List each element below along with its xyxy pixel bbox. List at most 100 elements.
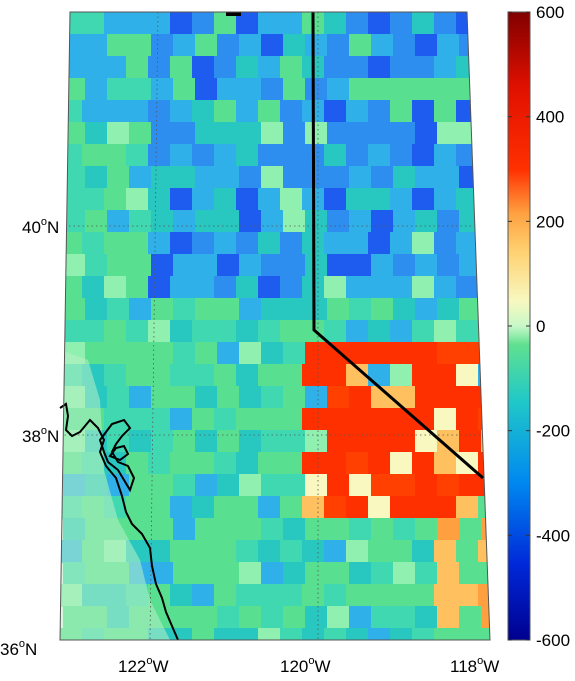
- data-cell: [412, 320, 435, 343]
- data-cell: [478, 232, 490, 255]
- data-cell: [126, 364, 149, 387]
- data-cell: [63, 210, 86, 233]
- data-cell: [170, 232, 193, 255]
- data-cell: [327, 78, 350, 101]
- data-cell: [324, 452, 347, 475]
- data-cell: [129, 122, 152, 145]
- data-cell: [173, 166, 196, 189]
- data-cell: [346, 188, 369, 211]
- coastline: [59, 402, 179, 641]
- data-cell: [170, 276, 193, 299]
- data-cell: [107, 210, 130, 233]
- data-cell: [148, 276, 171, 299]
- data-cell: [280, 100, 303, 123]
- data-cell: [148, 56, 171, 79]
- data-cell: [82, 144, 105, 167]
- data-cell: [261, 562, 284, 585]
- data-cell: [327, 34, 350, 57]
- data-cell: [368, 364, 391, 387]
- data-cell: [371, 254, 394, 277]
- data-cell: [195, 650, 218, 673]
- data-cell: [126, 100, 149, 123]
- data-cell: [148, 584, 171, 607]
- data-cell: [214, 496, 237, 519]
- data-cell: [283, 298, 306, 321]
- data-cell: [415, 430, 438, 453]
- data-cell: [324, 56, 347, 79]
- data-cell: [217, 430, 240, 453]
- map-panel: [59, 11, 491, 673]
- data-cell: [214, 100, 237, 123]
- data-cell: [456, 320, 479, 343]
- data-cell: [173, 210, 196, 233]
- data-cell: [214, 628, 237, 640]
- data-cell: [195, 342, 218, 365]
- data-cell: [349, 606, 372, 629]
- data-cell: [412, 144, 435, 167]
- data-cell: [258, 276, 281, 299]
- data-cell: [393, 254, 416, 277]
- data-cell: [85, 78, 108, 101]
- data-cell: [412, 56, 435, 79]
- data-cell: [214, 56, 237, 79]
- data-cell: [195, 78, 218, 101]
- data-cell: [192, 100, 215, 123]
- data-cell: [60, 56, 83, 79]
- data-cell: [148, 188, 171, 211]
- data-cell: [349, 298, 372, 321]
- data-cell: [280, 56, 303, 79]
- data-cell: [217, 606, 240, 629]
- data-cell: [349, 386, 372, 409]
- data-cell: [148, 320, 171, 343]
- data-cell: [280, 364, 303, 387]
- data-cell: [346, 12, 369, 35]
- data-cell: [459, 210, 482, 233]
- data-cell: [261, 166, 284, 189]
- data-cell: [434, 320, 457, 343]
- data-cell: [368, 408, 391, 431]
- data-cell: [412, 232, 435, 255]
- data-cell: [437, 298, 460, 321]
- data-cell: [368, 12, 391, 35]
- data-cell: [371, 122, 394, 145]
- data-cell: [239, 474, 262, 497]
- data-cell: [390, 364, 413, 387]
- data-cell: [63, 166, 86, 189]
- data-cell: [478, 320, 490, 343]
- data-cell: [60, 188, 83, 211]
- data-cell: [85, 210, 108, 233]
- data-cell: [151, 562, 174, 585]
- data-cell: [82, 12, 105, 35]
- data-cell: [217, 474, 240, 497]
- data-cell: [415, 386, 438, 409]
- data-cell: [236, 364, 259, 387]
- data-cell: [456, 56, 479, 79]
- data-cell: [459, 606, 482, 629]
- data-cell: [258, 364, 281, 387]
- data-cell: [104, 56, 127, 79]
- data-cell: [239, 78, 262, 101]
- data-cell: [393, 518, 416, 541]
- data-cell: [456, 628, 479, 640]
- data-cell: [412, 276, 435, 299]
- data-cell: [412, 584, 435, 607]
- data-cell: [434, 628, 457, 640]
- data-cell: [192, 12, 215, 35]
- data-cell: [261, 430, 284, 453]
- data-cell: [85, 650, 108, 673]
- data-cell: [85, 166, 108, 189]
- data-cell: [170, 452, 193, 475]
- data-cell: [393, 430, 416, 453]
- data-cell: [393, 122, 416, 145]
- data-cell: [371, 34, 394, 57]
- data-cell: [371, 430, 394, 453]
- data-cell: [236, 56, 259, 79]
- data-cell: [195, 254, 218, 277]
- data-cell: [305, 254, 328, 277]
- lon-label-122: 122oW: [118, 655, 169, 676]
- data-cell: [239, 166, 262, 189]
- data-cell: [104, 320, 127, 343]
- data-cell: [173, 474, 196, 497]
- lat-labels: 40oN 38oN 36oN: [0, 216, 59, 659]
- data-cell: [82, 56, 105, 79]
